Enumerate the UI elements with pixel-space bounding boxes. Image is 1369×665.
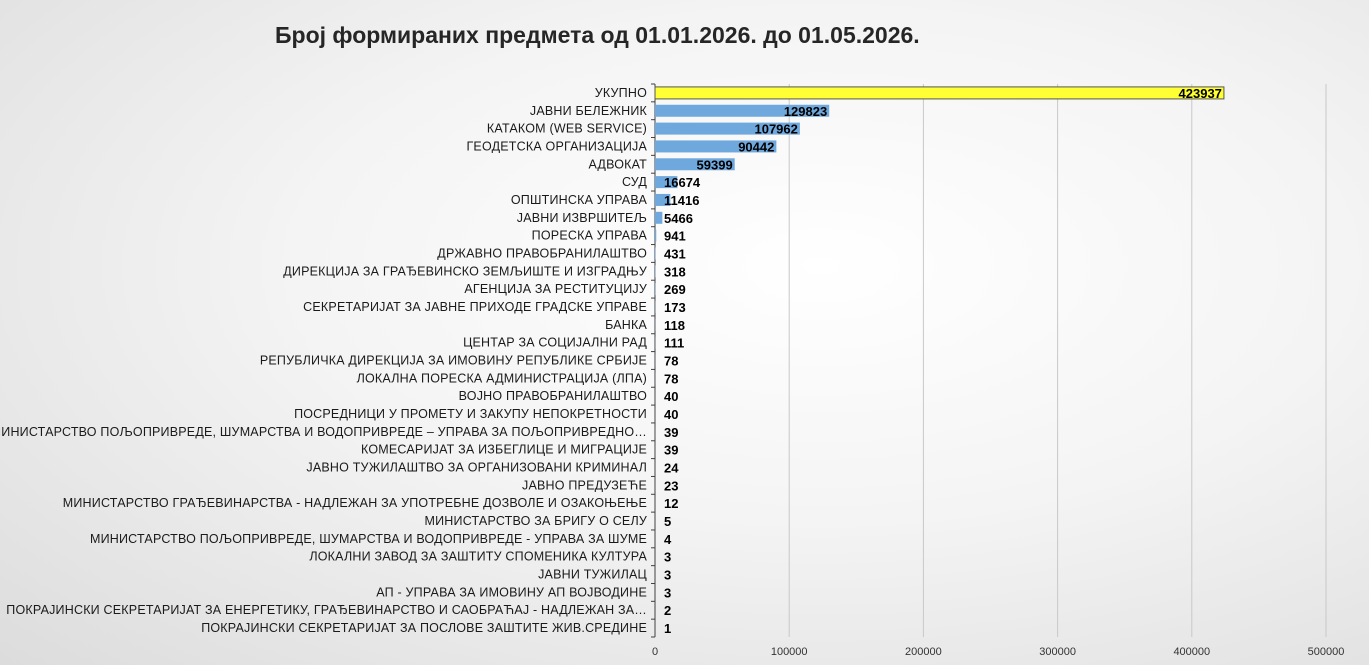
value-label: 111 xyxy=(664,336,684,351)
x-tick-label: 500000 xyxy=(1308,646,1345,658)
category-label: ПОСРЕДНИЦИ У ПРОМЕТУ И ЗАКУПУ НЕПОКРЕТНО… xyxy=(294,407,647,421)
value-label: 431 xyxy=(664,246,686,261)
bar xyxy=(655,176,678,189)
value-label: 78 xyxy=(664,371,678,386)
value-label: 118 xyxy=(664,318,685,333)
bar xyxy=(655,211,663,224)
x-tick-label: 300000 xyxy=(1039,646,1076,658)
value-label: 318 xyxy=(664,264,686,279)
category-label: АП - УПРАВА ЗА ИМОВИНУ АП ВОЈВОДИНЕ xyxy=(376,585,647,599)
chart-title: Број формираних предмета од 01.01.2026. … xyxy=(275,22,920,48)
category-label: СЕКРЕТАРИЈАТ ЗА ЈАВНЕ ПРИХОДЕ ГРАДСКЕ УП… xyxy=(303,300,647,314)
category-label: АДВОКАТ xyxy=(588,157,647,171)
bar xyxy=(655,104,830,117)
value-label: 941 xyxy=(664,229,686,244)
value-label: 5466 xyxy=(664,211,693,226)
value-label: 5 xyxy=(664,514,671,529)
bar xyxy=(655,229,657,242)
value-label: 40 xyxy=(664,389,678,404)
bar xyxy=(655,247,656,260)
value-label: 59399 xyxy=(697,157,733,172)
value-label: 11416 xyxy=(664,193,699,208)
value-label: 16674 xyxy=(664,175,701,190)
bar xyxy=(655,140,777,153)
value-label: 90442 xyxy=(738,139,774,154)
category-label: ЈАВНО ПРЕДУЗЕЋЕ xyxy=(522,478,647,492)
category-label: ОПШТИНСКА УПРАВА xyxy=(511,193,648,207)
category-label: ЈАВНИ ИЗВРШИТЕЉ xyxy=(517,211,647,225)
value-label: 39 xyxy=(664,425,678,440)
category-label: ЛОКАЛНА ПОРЕСКА АДМИНИСТРАЦИЈА (ЛПА) xyxy=(357,371,647,385)
value-label: 107962 xyxy=(754,122,797,137)
value-label: 2 xyxy=(664,603,671,618)
value-label: 129823 xyxy=(784,104,827,119)
category-label: ЦЕНТАР ЗА СОЦИЈАЛНИ РАД xyxy=(463,336,647,350)
category-label: ЈАВНИ БЕЛЕЖНИК xyxy=(530,104,648,118)
bar xyxy=(655,122,800,135)
category-label: МИНИСТАРСТВО ГРАЂЕВИНАРСТВА - НАДЛЕЖАН З… xyxy=(63,496,647,510)
value-label: 40 xyxy=(664,407,678,422)
category-label: ПОКРАЈИНСКИ СЕКРЕТАРИЈАТ ЗА ЕНЕРГЕТИКУ, … xyxy=(6,603,647,617)
category-label: РЕПУБЛИЧКА ДИРЕКЦИЈА ЗА ИМОВИНУ РЕПУБЛИК… xyxy=(260,354,647,368)
category-label: ПОКРАЈИНСКИ СЕКРЕТАРИЈАТ ЗА ПОСЛОВЕ ЗАШТ… xyxy=(201,621,647,635)
value-label: 3 xyxy=(664,568,671,583)
category-label: АГЕНЦИЈА ЗА РЕСТИТУЦИЈУ xyxy=(464,282,647,296)
category-label: БАНКА xyxy=(605,318,647,332)
value-label: 12 xyxy=(664,496,678,511)
x-tick-label: 100000 xyxy=(771,646,808,658)
x-tick-label: 200000 xyxy=(905,646,942,658)
bar xyxy=(655,158,735,171)
bar xyxy=(655,193,671,206)
value-label: 39 xyxy=(664,443,678,458)
category-label: СУД xyxy=(622,175,647,189)
category-label: ЛОКАЛНИ ЗАВОД ЗА ЗАШТИТУ СПОМЕНИКА КУЛТУ… xyxy=(309,550,647,564)
x-tick-label: 0 xyxy=(652,646,658,658)
value-label: 24 xyxy=(664,461,679,476)
value-label: 3 xyxy=(664,585,671,600)
category-label: МИНИСТАРСТВО ЗА БРИГУ О СЕЛУ xyxy=(424,514,647,528)
value-label: 173 xyxy=(664,300,686,315)
value-label: 78 xyxy=(664,354,678,369)
category-label: ЈАВНИ ТУЖИЛАЦ xyxy=(538,568,647,582)
value-label: 4 xyxy=(664,532,672,547)
category-label: КОМЕСАРИЈАТ ЗА ИЗБЕГЛИЦЕ И МИГРАЦИЈЕ xyxy=(361,443,647,457)
category-label: МИНИСТАРСТВО ПОЉОПРИВРЕДЕ, ШУМАРСТВА И В… xyxy=(0,425,647,439)
category-label: УКУПНО xyxy=(595,86,647,100)
category-label: ДРЖАВНО ПРАВОБРАНИЛАШТВО xyxy=(437,246,647,260)
category-label: ЈАВНО ТУЖИЛАШТВО ЗА ОРГАНИЗОВАНИ КРИМИНА… xyxy=(306,461,647,475)
value-label: 423937 xyxy=(1179,86,1222,101)
value-label: 23 xyxy=(664,478,678,493)
bar xyxy=(654,86,1225,100)
x-tick-label: 400000 xyxy=(1173,646,1210,658)
category-label: КАТАКОМ (WEB SERVICE) xyxy=(487,122,647,136)
value-label: 1 xyxy=(664,621,671,636)
category-label: ГЕОДЕТСКА ОРГАНИЗАЦИЈА xyxy=(466,139,647,153)
category-label: ДИРЕКЦИЈА ЗА ГРАЂЕВИНСКО ЗЕМЉИШТЕ И ИЗГР… xyxy=(283,264,647,278)
category-label: ПОРЕСКА УПРАВА xyxy=(532,229,648,243)
category-label: МИНИСТАРСТВО ПОЉОПРИВРЕДЕ, ШУМАРСТВА И В… xyxy=(90,532,647,546)
value-label: 269 xyxy=(664,282,686,297)
category-label: ВОЈНО ПРАВОБРАНИЛАШТВО xyxy=(459,389,647,403)
value-label: 3 xyxy=(664,550,671,565)
